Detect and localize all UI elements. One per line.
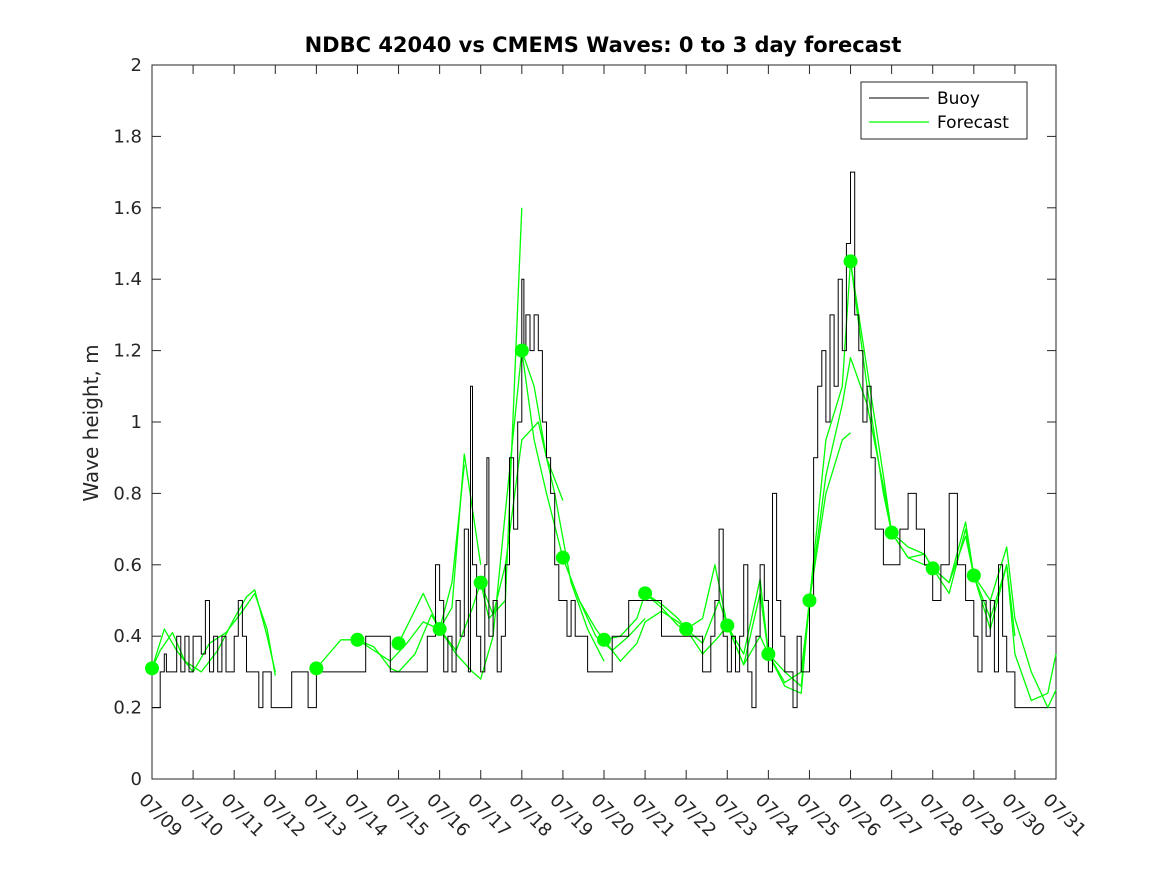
y-tick-label: 2 xyxy=(131,55,142,76)
y-tick-label: 0.8 xyxy=(113,483,142,504)
forecast-point xyxy=(391,636,406,651)
x-tick-label: 07/28 xyxy=(915,790,967,842)
forecast-point xyxy=(638,586,653,601)
forecast-point xyxy=(432,622,447,637)
legend-forecast-label: Forecast xyxy=(937,113,1009,133)
x-tick-label: 07/25 xyxy=(792,790,844,842)
forecast-line-6 xyxy=(480,421,605,662)
y-tick-label: 1.2 xyxy=(113,341,142,362)
forecast-point xyxy=(679,622,694,637)
y-axis-ticks: 0 0.2 0.4 0.6 0.8 1 1.2 1.4 1.6 1.8 2 xyxy=(113,55,1056,790)
x-tick-label: 07/14 xyxy=(340,790,392,842)
series-layer xyxy=(151,171,1057,709)
x-tick-label: 07/19 xyxy=(545,790,597,842)
buoy-line xyxy=(152,171,1048,709)
x-tick-label: 07/22 xyxy=(669,790,721,842)
forecast-line-5 xyxy=(439,349,564,680)
forecast-point xyxy=(761,647,776,662)
forecast-point xyxy=(309,661,324,676)
x-tick-label: 07/13 xyxy=(299,790,351,842)
x-tick-label: 07/10 xyxy=(176,790,228,842)
forecast-point xyxy=(966,568,981,583)
x-tick-label: 07/12 xyxy=(258,790,310,842)
y-tick-label: 1.8 xyxy=(113,126,142,147)
x-tick-label: 07/27 xyxy=(874,790,926,842)
forecast-point xyxy=(473,575,488,590)
forecast-point xyxy=(720,618,735,633)
forecast-line-10 xyxy=(644,564,770,666)
x-tick-label: 07/09 xyxy=(134,790,186,842)
x-tick-label: 07/17 xyxy=(463,790,515,842)
x-tick-label: 07/18 xyxy=(504,790,556,842)
forecast-point xyxy=(884,525,899,540)
y-tick-label: 0.2 xyxy=(113,698,142,719)
x-tick-label: 07/24 xyxy=(751,790,803,842)
legend-buoy-label: Buoy xyxy=(937,89,980,109)
forecast-point xyxy=(145,661,159,676)
x-tick-label: 07/29 xyxy=(956,790,1008,842)
y-axis-label: Wave height, m xyxy=(79,344,103,501)
x-tick-label: 07/20 xyxy=(586,790,638,842)
forecast-point xyxy=(843,254,858,269)
x-tick-label: 07/15 xyxy=(381,790,433,842)
x-tick-label: 07/26 xyxy=(833,790,885,842)
forecast-point xyxy=(514,343,529,358)
y-tick-label: 1.4 xyxy=(113,269,142,290)
forecast-line-3 xyxy=(357,453,482,673)
forecast-line-14 xyxy=(808,357,933,601)
y-tick-label: 0 xyxy=(131,769,142,790)
x-tick-label: 07/16 xyxy=(422,790,474,842)
forecast-point xyxy=(597,632,611,647)
chart-title: NDBC 42040 vs CMEMS Waves: 0 to 3 day fo… xyxy=(305,33,902,57)
forecast-point xyxy=(350,632,365,647)
forecast-point xyxy=(802,593,817,608)
forecast-point xyxy=(555,550,570,565)
y-tick-label: 0.4 xyxy=(113,626,142,647)
forecast-point xyxy=(925,561,940,576)
y-tick-label: 1 xyxy=(131,412,142,433)
y-tick-label: 0.6 xyxy=(113,555,142,576)
legend: Buoy Forecast xyxy=(860,81,1028,140)
x-tick-label: 07/30 xyxy=(997,790,1049,842)
x-tick-label: 07/23 xyxy=(710,790,762,842)
forecast-points-layer xyxy=(145,254,981,676)
x-tick-label: 07/21 xyxy=(628,790,680,842)
legend-box xyxy=(860,81,1028,140)
x-tick-label: 07/31 xyxy=(1038,790,1090,842)
x-tick-label: 07/11 xyxy=(217,790,269,842)
y-tick-label: 1.6 xyxy=(113,198,142,219)
